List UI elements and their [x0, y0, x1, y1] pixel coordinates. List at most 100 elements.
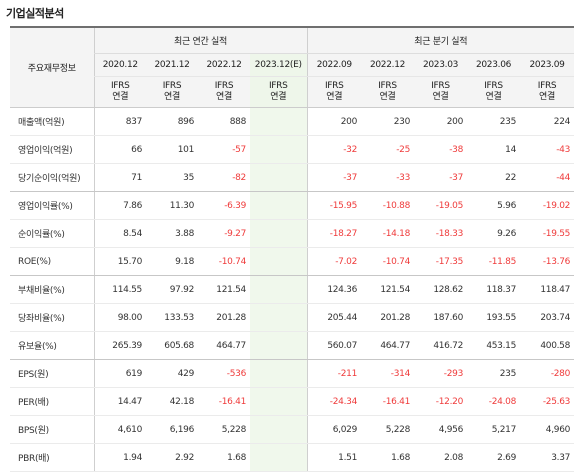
value-cell: 5.96	[467, 191, 521, 220]
consolidated-label: 연결	[216, 92, 232, 102]
value-cell: 118.47	[520, 275, 575, 304]
value-cell: -9.27	[198, 219, 250, 248]
value-cell: 2.69	[467, 443, 521, 472]
value-cell: -10.74	[198, 247, 250, 276]
table-row: PER(배) 14.47 42.18 -16.41 -24.34 -16.41 -12.20…	[10, 387, 575, 416]
value-cell: 97.92	[146, 275, 198, 304]
value-cell: 464.77	[361, 331, 415, 360]
value-cell: 187.60	[414, 303, 468, 332]
value-cell: -280	[520, 359, 575, 388]
ifrs-link[interactable]: IFRS 연결	[306, 76, 362, 108]
value-cell: -14.18	[361, 219, 415, 248]
value-cell: 114.55	[93, 275, 146, 304]
value-cell: 66	[93, 135, 146, 164]
value-cell: -25.63	[520, 387, 575, 416]
value-cell: -33	[361, 163, 415, 192]
value-cell: 6,196	[146, 415, 198, 444]
value-cell: -7.02	[306, 247, 362, 276]
value-cell: 193.55	[467, 303, 521, 332]
value-cell: 1.51	[306, 443, 362, 472]
ifrs-link[interactable]: IFRS 연결	[361, 76, 415, 108]
value-cell: 2.08	[414, 443, 468, 472]
ifrs-link[interactable]: IFRS 연결	[198, 76, 250, 108]
value-cell: 101	[146, 135, 198, 164]
value-cell	[250, 415, 308, 444]
row-label: 영업이익률(%)	[10, 191, 94, 220]
value-cell	[250, 387, 308, 416]
value-cell: 5,228	[361, 415, 415, 444]
value-cell: 4,960	[520, 415, 575, 444]
value-cell: 230	[361, 107, 415, 136]
ifrs-label: IFRS	[214, 81, 234, 91]
header-quarterly-performance: 최근 분기 실적	[306, 26, 575, 54]
row-label: 영업이익(억원)	[10, 135, 94, 164]
value-cell: -10.88	[361, 191, 415, 220]
value-cell: 9.18	[146, 247, 198, 276]
value-cell: -82	[198, 163, 250, 192]
consolidated-label: 연결	[379, 92, 396, 102]
value-cell: 3.37	[520, 443, 575, 472]
value-cell	[250, 303, 308, 332]
row-label: BPS(원)	[10, 415, 94, 444]
value-cell: 121.54	[361, 275, 415, 304]
value-cell: -6.39	[198, 191, 250, 220]
value-cell: -18.33	[414, 219, 468, 248]
ifrs-label: IFRS	[268, 81, 288, 91]
row-label: 당좌비율(%)	[10, 303, 94, 332]
table-row: 영업이익률(%) 7.86 11.30 -6.39 -15.95 -10.88 -19.05…	[10, 191, 575, 220]
value-cell: 400.58	[520, 331, 575, 360]
ifrs-link[interactable]: IFRS 연결	[520, 76, 575, 108]
value-cell: 203.74	[520, 303, 575, 332]
ifrs-link[interactable]: IFRS 연결	[146, 76, 198, 108]
value-cell: -293	[414, 359, 468, 388]
value-cell: 6,029	[306, 415, 362, 444]
value-cell	[250, 247, 308, 276]
ifrs-label: IFRS	[378, 81, 397, 91]
period-header: 2023.03	[414, 53, 468, 77]
row-label: 유보율(%)	[10, 331, 94, 360]
value-cell: 888	[198, 107, 250, 136]
value-cell: 205.44	[306, 303, 362, 332]
period-header: 2020.12	[93, 53, 146, 77]
value-cell	[250, 443, 308, 472]
consolidated-label: 연결	[326, 92, 343, 102]
value-cell: -24.34	[306, 387, 362, 416]
value-cell: -17.35	[414, 247, 468, 276]
period-header: 2023.09	[520, 53, 575, 77]
ifrs-link[interactable]: IFRS 연결	[414, 76, 468, 108]
value-cell	[250, 163, 308, 192]
value-cell: -19.05	[414, 191, 468, 220]
section-title: 기업실적분석	[6, 7, 64, 20]
table-row: 당좌비율(%) 98.00 133.53 201.28 205.44 201.28 187.…	[10, 303, 575, 332]
value-cell: 464.77	[198, 331, 250, 360]
value-cell: -37	[306, 163, 362, 192]
value-cell: 605.68	[146, 331, 198, 360]
consolidated-label: 연결	[164, 92, 180, 102]
row-label: PBR(배)	[10, 443, 94, 472]
value-cell: 1.68	[361, 443, 415, 472]
value-cell: 35	[146, 163, 198, 192]
ifrs-label: IFRS	[484, 81, 503, 91]
value-cell: 1.94	[93, 443, 146, 472]
ifrs-link[interactable]: IFRS 연결	[93, 76, 146, 108]
table-row: 순이익률(%) 8.54 3.88 -9.27 -18.27 -14.18 -18.33 9.…	[10, 219, 575, 248]
value-cell	[250, 191, 308, 220]
value-cell: 42.18	[146, 387, 198, 416]
ifrs-label: IFRS	[537, 81, 557, 91]
value-cell: -314	[361, 359, 415, 388]
row-label: 순이익률(%)	[10, 219, 94, 248]
value-cell: 7.86	[93, 191, 146, 220]
value-cell: -13.76	[520, 247, 575, 276]
ifrs-link[interactable]: IFRS 연결	[250, 76, 308, 108]
value-cell: 265.39	[93, 331, 146, 360]
ifrs-link[interactable]: IFRS 연결	[467, 76, 521, 108]
value-cell	[250, 331, 308, 360]
value-cell: 200	[414, 107, 468, 136]
value-cell: 235	[467, 359, 521, 388]
value-cell: 560.07	[306, 331, 362, 360]
value-cell: -57	[198, 135, 250, 164]
value-cell: 11.30	[146, 191, 198, 220]
value-cell: -536	[198, 359, 250, 388]
table-row: 부채비율(%) 114.55 97.92 121.54 124.36 121.54 128.…	[10, 275, 575, 304]
value-cell: -16.41	[198, 387, 250, 416]
